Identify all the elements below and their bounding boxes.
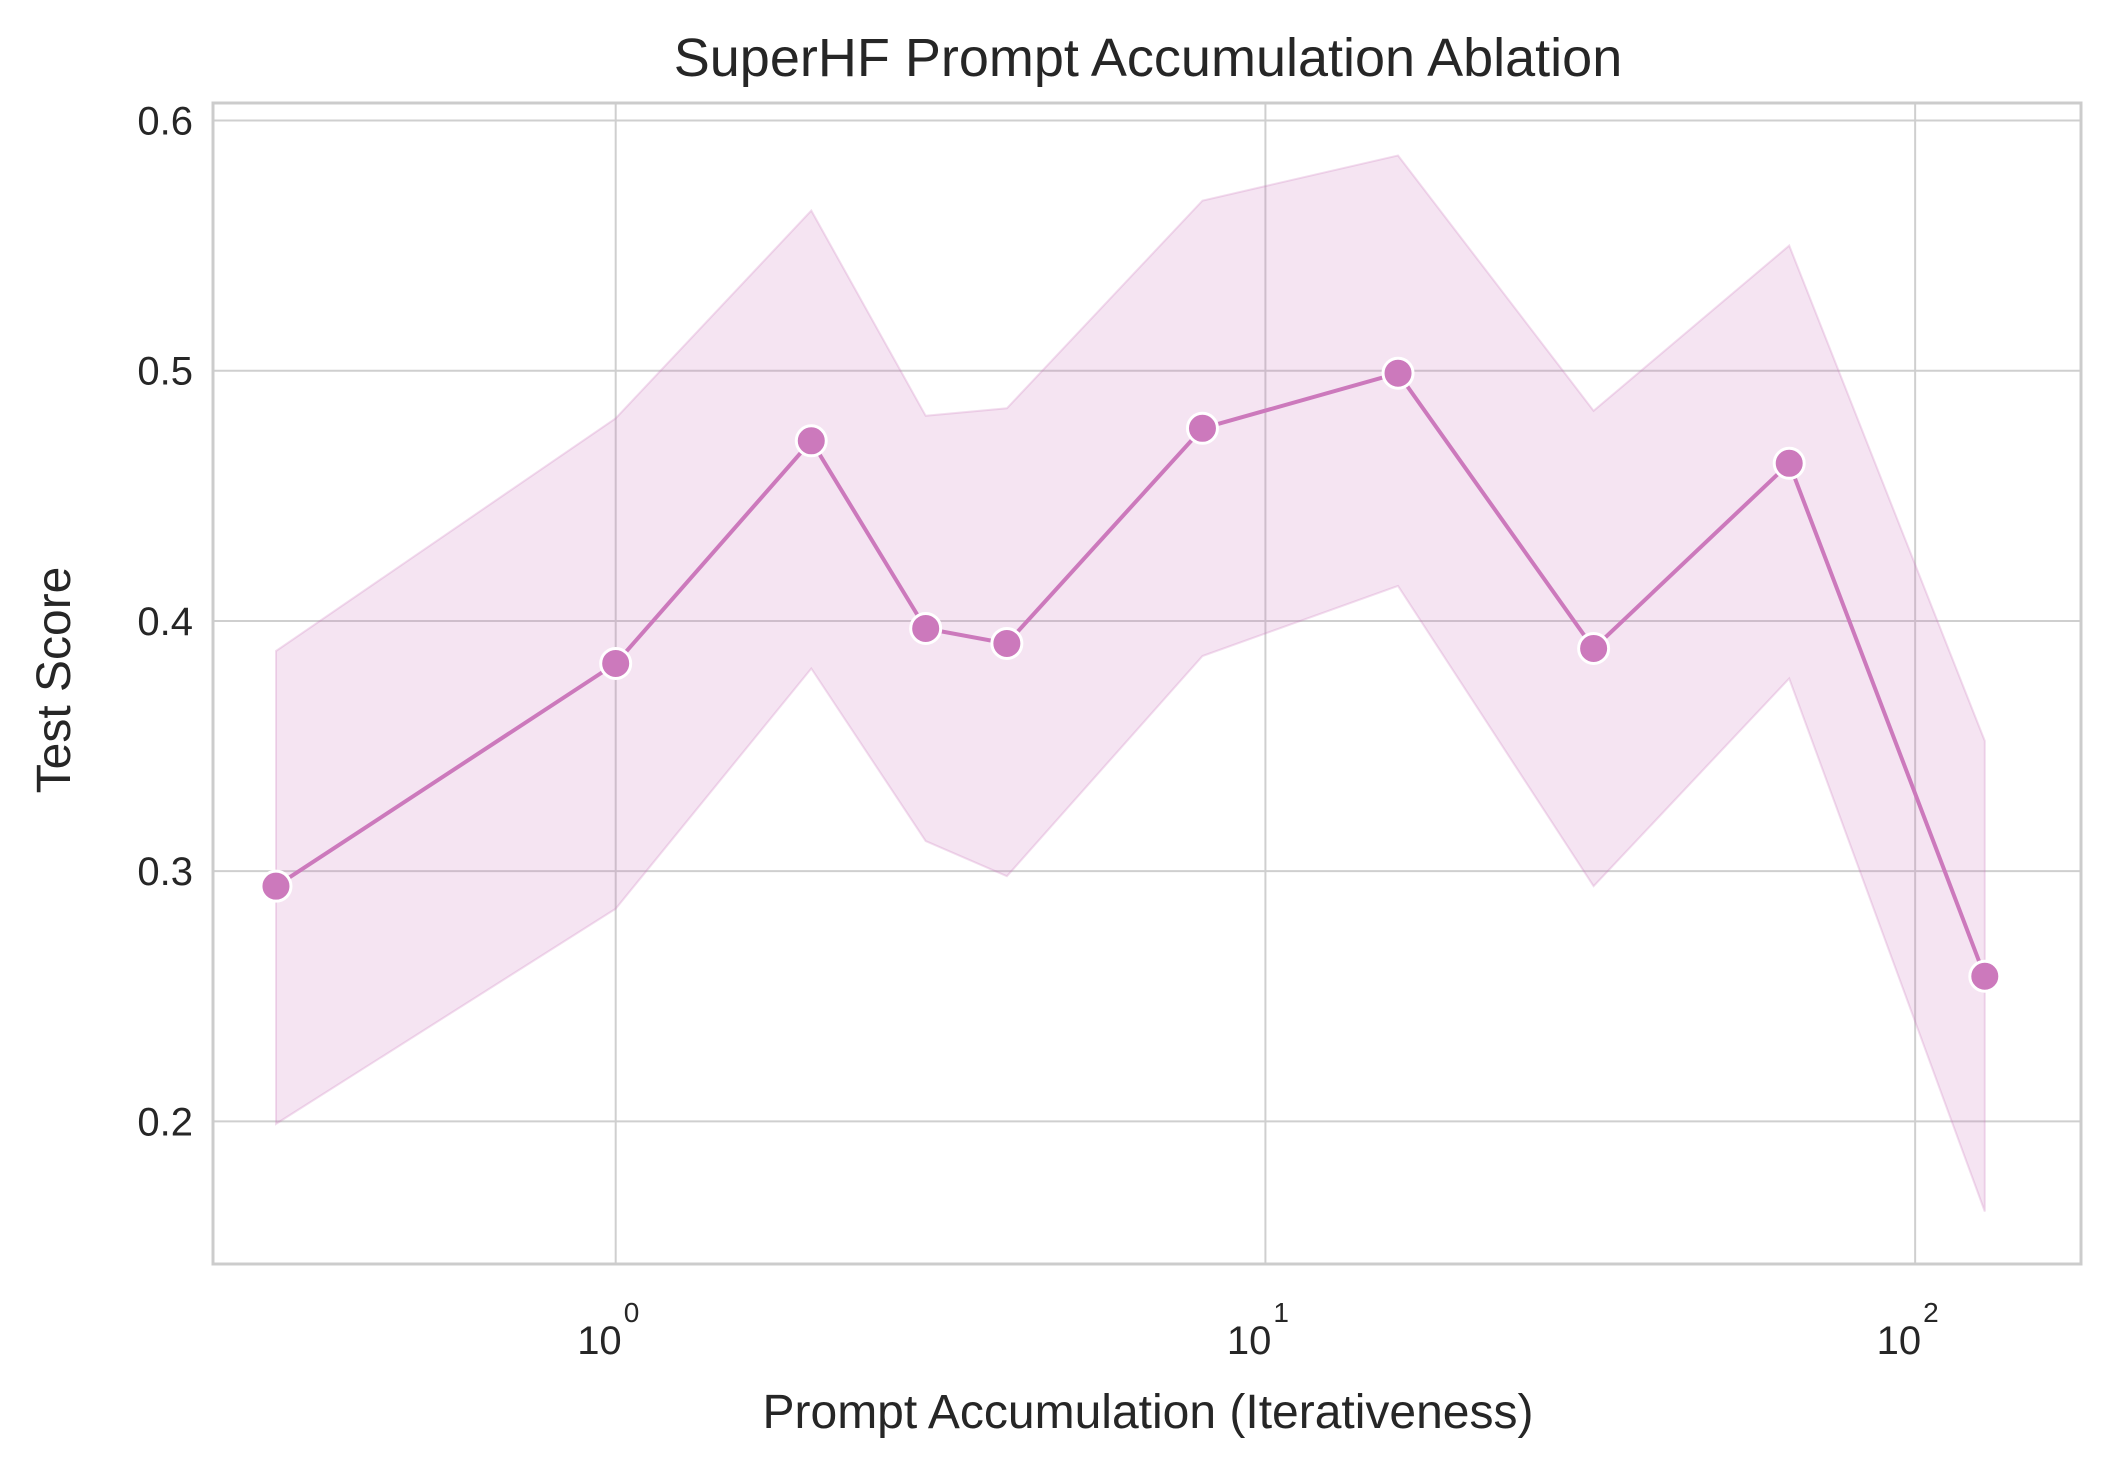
y-tick-label: 0.2 (137, 1100, 193, 1144)
y-tick-label: 0.6 (137, 100, 193, 144)
y-tick-label: 0.5 (137, 350, 193, 394)
x-tick-label: 10 (1227, 1319, 1272, 1363)
y-tick-label: 0.4 (137, 600, 193, 644)
data-point (599, 646, 633, 680)
x-axis-label: Prompt Accumulation (Iterativeness) (763, 1386, 1534, 1439)
data-point-layer (259, 356, 2002, 993)
data-point (990, 626, 1024, 660)
x-tick-label: 10 (577, 1319, 622, 1363)
data-point (909, 611, 943, 645)
data-point (1968, 959, 2002, 993)
y-tick-labels: 0.2 0.3 0.4 0.5 0.6 (137, 100, 193, 1145)
x-tick-label: 10 (1877, 1319, 1922, 1363)
series-line (274, 371, 1987, 978)
x-tick-exponent: 2 (1923, 1297, 1939, 1328)
data-point (1381, 356, 1415, 390)
data-point (1772, 446, 1806, 480)
data-point (1185, 411, 1219, 445)
y-tick-label: 0.3 (137, 850, 193, 894)
y-axis-label: Test Score (28, 567, 81, 794)
x-tick-exponent: 1 (1273, 1297, 1289, 1328)
confidence-band-layer (275, 154, 1986, 1212)
data-point (259, 869, 293, 903)
data-point (1577, 631, 1611, 665)
series-line-layer (274, 371, 1987, 978)
chart-title: SuperHF Prompt Accumulation Ablation (674, 28, 1622, 88)
plot-frame (211, 101, 2083, 1266)
grid-layer (213, 103, 2081, 1264)
data-point (794, 424, 828, 458)
confidence-band (275, 154, 1986, 1212)
x-tick-exponent: 0 (624, 1297, 640, 1328)
